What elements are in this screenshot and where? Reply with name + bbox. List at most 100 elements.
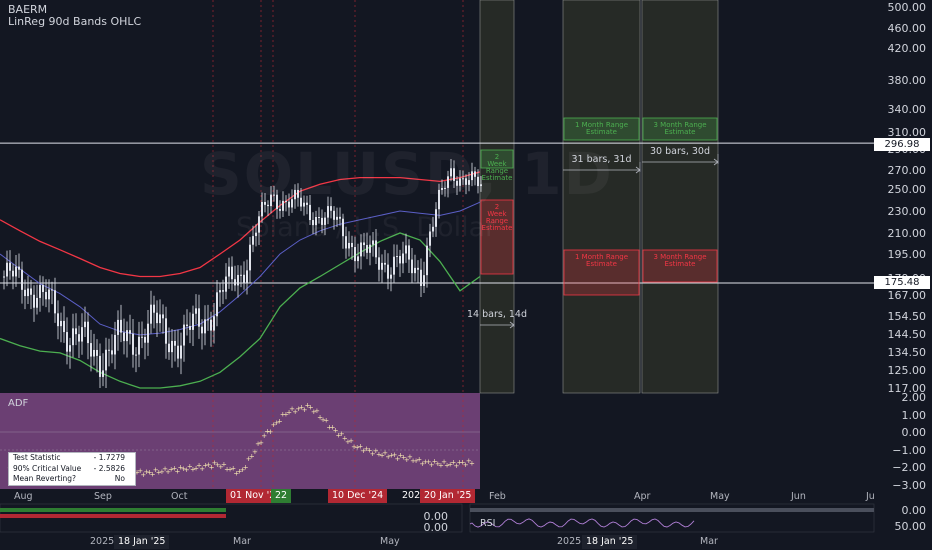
adf-point: + [429,461,435,469]
indicator-title: LinReg 90d Bands OHLC [8,15,142,28]
candle-body [417,267,419,270]
candle-body [468,180,470,185]
adf-point: + [453,462,459,470]
adf-point: + [457,459,463,467]
range-box [642,117,718,141]
adf-point: + [215,461,221,469]
adf-point: + [302,406,308,414]
candle-body [330,206,332,211]
adf-point: + [351,443,357,451]
mini-x-tick: 2025 [90,536,115,547]
candle-body [426,245,428,276]
candle-body [480,184,482,187]
candle-body [216,292,218,317]
adf-point: + [317,414,323,422]
mini-x-tick: 2025 [557,536,582,547]
adf-point: + [174,467,180,475]
adf-point: + [221,461,227,469]
stat-key: Mean Reverting? [13,474,76,483]
candle-body [390,274,392,279]
adf-tick-label: 2.00 [902,391,927,404]
candle-body [51,289,53,291]
range-label: Range [486,167,508,175]
price-tick-label: 310.00 [888,126,927,139]
range-label: 2 [495,153,499,161]
mini-x-tick: Mar [700,536,718,547]
adf-point: + [140,471,146,479]
candle-body [78,334,80,342]
adf-point: + [311,408,317,416]
candle-body [147,323,149,343]
candle-body [462,178,464,180]
candle-body [312,220,314,226]
upper-band [0,171,481,278]
price-tick-label: 460.00 [888,22,927,35]
adf-point: + [336,431,342,439]
candle-body [135,354,137,356]
range-label: 2 [495,203,499,211]
candle-body [39,285,41,298]
adf-point: + [333,426,339,434]
candle-body [108,349,110,351]
stat-key: Test Statistic [13,453,61,462]
candle-body [402,253,404,264]
candle-body [381,262,383,270]
range-box [480,149,514,169]
adf-point: + [329,424,335,432]
price-tick-label: 144.50 [888,328,927,341]
candle-body [294,189,296,200]
candle-body [195,308,197,314]
price-tick-label: 230.00 [888,205,927,218]
candle-body [153,304,155,313]
mini-tick: 0.00 [424,510,449,523]
candle-body [444,187,446,189]
candle-body [315,216,317,226]
adf-point: + [385,453,391,461]
x-tick: Feb [489,491,506,502]
adf-point: + [326,424,332,432]
adf-point: + [305,402,311,410]
candle-body [261,201,263,217]
range-label: 3 Month Range [653,253,706,261]
candle-body [207,319,209,321]
candle-body [168,343,170,353]
adf-point: + [212,459,218,467]
candle-body [126,330,128,342]
mini-tick: 50.00 [895,520,927,533]
price-tick-label: 154.50 [888,310,927,323]
candle-body [105,349,107,371]
adf-tick-label: 1.00 [902,409,927,422]
x-date-badge: 22 [271,489,292,503]
candle-body [408,245,410,260]
candle-body [45,291,47,300]
adf-point: + [246,455,252,463]
projection-column [479,0,515,394]
candle-body [117,319,119,335]
adf-point: + [233,470,239,478]
candle-body [120,319,122,333]
candle-body [69,345,71,352]
candle-body [180,345,182,359]
rsi-label: RSI [480,518,495,529]
x-tick: Sep [94,491,112,502]
candle-body [54,290,56,314]
mini-strip-red [0,514,226,518]
candle-body [252,236,254,245]
adf-point: + [401,454,407,462]
adf-point: + [323,417,329,425]
adf-point: + [184,466,190,474]
adf-point: + [156,469,162,477]
mini-strip-gray [470,508,874,512]
x-tick: Aug [14,491,33,502]
candle-body [75,328,77,335]
stat-value: - 1.7279 [93,453,125,462]
price-tick-label: 340.00 [888,103,927,116]
range-label: Estimate [665,260,696,268]
price-tick-label: 250.00 [888,183,927,196]
candle-body [438,189,440,210]
adf-point: + [444,462,450,470]
adf-point: + [143,468,149,476]
